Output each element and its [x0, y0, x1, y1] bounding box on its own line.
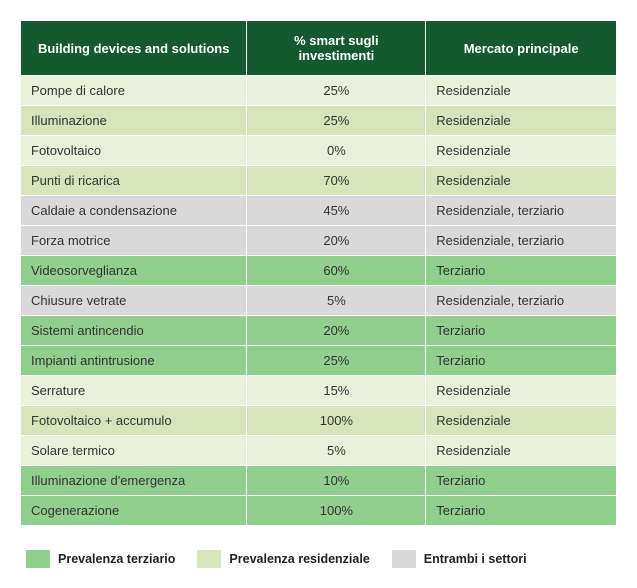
cell-market: Residenziale — [426, 136, 617, 166]
cell-device: Illuminazione d'emergenza — [21, 466, 247, 496]
cell-device: Videosorveglianza — [21, 256, 247, 286]
table-row: Pompe di calore25%Residenziale — [21, 76, 617, 106]
legend-label-residenziale: Prevalenza residenziale — [229, 552, 369, 566]
cell-market: Residenziale — [426, 436, 617, 466]
table-row: Illuminazione d'emergenza10%Terziario — [21, 466, 617, 496]
legend: Prevalenza terziario Prevalenza residenz… — [26, 550, 617, 568]
cell-market: Residenziale — [426, 166, 617, 196]
cell-market: Residenziale — [426, 406, 617, 436]
cell-market: Terziario — [426, 466, 617, 496]
legend-item-terziario: Prevalenza terziario — [26, 550, 175, 568]
header-devices: Building devices and solutions — [21, 21, 247, 76]
table-row: Solare termico5%Residenziale — [21, 436, 617, 466]
cell-market: Residenziale, terziario — [426, 286, 617, 316]
table-row: Serrature15%Residenziale — [21, 376, 617, 406]
cell-device: Serrature — [21, 376, 247, 406]
cell-percent: 45% — [247, 196, 426, 226]
cell-percent: 15% — [247, 376, 426, 406]
cell-percent: 100% — [247, 406, 426, 436]
cell-device: Chiusure vetrate — [21, 286, 247, 316]
legend-label-entrambi: Entrambi i settori — [424, 552, 527, 566]
cell-percent: 5% — [247, 436, 426, 466]
cell-percent: 70% — [247, 166, 426, 196]
swatch-entrambi — [392, 550, 416, 568]
cell-device: Caldaie a condensazione — [21, 196, 247, 226]
cell-device: Cogenerazione — [21, 496, 247, 526]
cell-market: Residenziale — [426, 76, 617, 106]
cell-device: Impianti antintrusione — [21, 346, 247, 376]
cell-device: Fotovoltaico + accumulo — [21, 406, 247, 436]
cell-market: Terziario — [426, 316, 617, 346]
cell-device: Pompe di calore — [21, 76, 247, 106]
table-row: Chiusure vetrate5%Residenziale, terziari… — [21, 286, 617, 316]
header-market: Mercato principale — [426, 21, 617, 76]
table-row: Cogenerazione100%Terziario — [21, 496, 617, 526]
table-row: Impianti antintrusione25%Terziario — [21, 346, 617, 376]
cell-device: Illuminazione — [21, 106, 247, 136]
table-row: Illuminazione25%Residenziale — [21, 106, 617, 136]
cell-percent: 20% — [247, 316, 426, 346]
cell-percent: 10% — [247, 466, 426, 496]
table-row: Caldaie a condensazione45%Residenziale, … — [21, 196, 617, 226]
cell-device: Sistemi antincendio — [21, 316, 247, 346]
table-body: Pompe di calore25%ResidenzialeIlluminazi… — [21, 76, 617, 526]
cell-market: Terziario — [426, 346, 617, 376]
cell-market: Terziario — [426, 256, 617, 286]
cell-market: Terziario — [426, 496, 617, 526]
cell-percent: 20% — [247, 226, 426, 256]
cell-percent: 60% — [247, 256, 426, 286]
cell-market: Residenziale, terziario — [426, 226, 617, 256]
swatch-terziario — [26, 550, 50, 568]
cell-market: Residenziale — [426, 376, 617, 406]
cell-device: Solare termico — [21, 436, 247, 466]
cell-percent: 25% — [247, 106, 426, 136]
cell-percent: 0% — [247, 136, 426, 166]
cell-percent: 25% — [247, 76, 426, 106]
legend-label-terziario: Prevalenza terziario — [58, 552, 175, 566]
cell-percent: 25% — [247, 346, 426, 376]
header-percent: % smart sugli investimenti — [247, 21, 426, 76]
cell-percent: 5% — [247, 286, 426, 316]
table-row: Forza motrice20%Residenziale, terziario — [21, 226, 617, 256]
table-row: Punti di ricarica70%Residenziale — [21, 166, 617, 196]
table-row: Sistemi antincendio20%Terziario — [21, 316, 617, 346]
table-row: Fotovoltaico + accumulo100%Residenziale — [21, 406, 617, 436]
legend-item-entrambi: Entrambi i settori — [392, 550, 527, 568]
cell-device: Forza motrice — [21, 226, 247, 256]
cell-percent: 100% — [247, 496, 426, 526]
smart-investments-table: Building devices and solutions % smart s… — [20, 20, 617, 526]
legend-item-residenziale: Prevalenza residenziale — [197, 550, 369, 568]
table-header-row: Building devices and solutions % smart s… — [21, 21, 617, 76]
table-row: Fotovoltaico0%Residenziale — [21, 136, 617, 166]
swatch-residenziale — [197, 550, 221, 568]
cell-device: Punti di ricarica — [21, 166, 247, 196]
cell-market: Residenziale — [426, 106, 617, 136]
table-row: Videosorveglianza60%Terziario — [21, 256, 617, 286]
cell-device: Fotovoltaico — [21, 136, 247, 166]
cell-market: Residenziale, terziario — [426, 196, 617, 226]
